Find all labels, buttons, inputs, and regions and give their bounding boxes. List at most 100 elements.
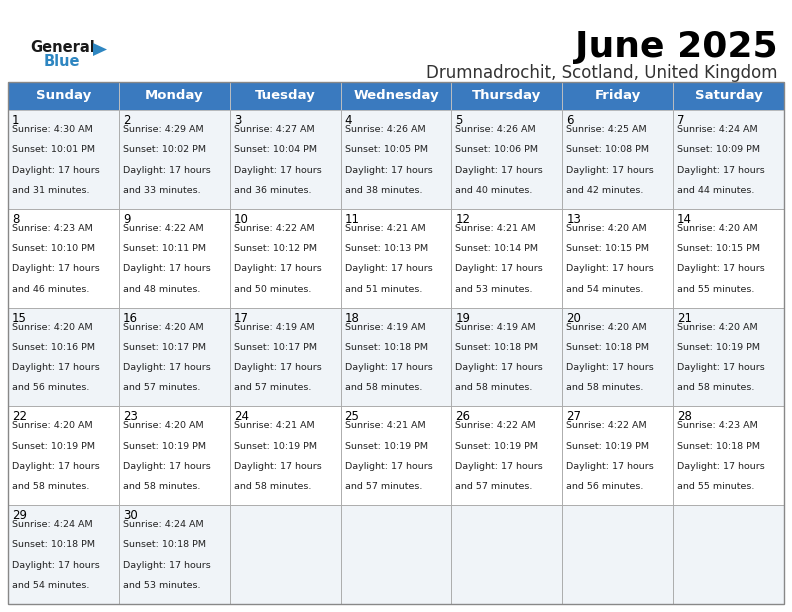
Text: 19: 19 — [455, 312, 470, 324]
Text: Sunset: 10:18 PM: Sunset: 10:18 PM — [566, 343, 649, 352]
Bar — [8, 406, 119, 505]
Text: 15: 15 — [12, 312, 27, 324]
Text: June 2025: June 2025 — [575, 30, 778, 64]
Text: Sunrise: 4:20 AM: Sunrise: 4:20 AM — [566, 323, 647, 332]
Text: Sunset: 10:19 PM: Sunset: 10:19 PM — [455, 442, 539, 450]
Text: 16: 16 — [123, 312, 138, 324]
Text: Daylight: 17 hours: Daylight: 17 hours — [12, 363, 100, 372]
Text: Sunrise: 4:29 AM: Sunrise: 4:29 AM — [123, 125, 204, 134]
Text: Sunrise: 4:22 AM: Sunrise: 4:22 AM — [234, 224, 314, 233]
Text: Sunrise: 4:30 AM: Sunrise: 4:30 AM — [12, 125, 93, 134]
Bar — [451, 308, 562, 406]
Text: Sunrise: 4:20 AM: Sunrise: 4:20 AM — [123, 323, 204, 332]
Text: Daylight: 17 hours: Daylight: 17 hours — [345, 462, 432, 471]
Text: and 36 minutes.: and 36 minutes. — [234, 186, 311, 195]
Text: Daylight: 17 hours: Daylight: 17 hours — [123, 363, 211, 372]
Text: 11: 11 — [345, 213, 360, 226]
Text: 5: 5 — [455, 114, 463, 127]
Text: Sunrise: 4:19 AM: Sunrise: 4:19 AM — [234, 323, 314, 332]
Bar — [8, 82, 784, 604]
Text: Daylight: 17 hours: Daylight: 17 hours — [123, 561, 211, 570]
Text: 29: 29 — [12, 509, 27, 522]
Text: Sunset: 10:18 PM: Sunset: 10:18 PM — [677, 442, 760, 450]
Bar — [562, 209, 673, 308]
Text: 6: 6 — [566, 114, 573, 127]
Text: Sunset: 10:15 PM: Sunset: 10:15 PM — [566, 244, 649, 253]
Text: Sunrise: 4:21 AM: Sunrise: 4:21 AM — [345, 422, 425, 430]
Text: Sunrise: 4:20 AM: Sunrise: 4:20 AM — [12, 422, 93, 430]
Text: Daylight: 17 hours: Daylight: 17 hours — [566, 462, 654, 471]
Bar — [8, 82, 119, 110]
Text: and 53 minutes.: and 53 minutes. — [123, 581, 200, 590]
Text: Sunrise: 4:22 AM: Sunrise: 4:22 AM — [455, 422, 536, 430]
Text: Daylight: 17 hours: Daylight: 17 hours — [455, 462, 543, 471]
Text: Sunset: 10:17 PM: Sunset: 10:17 PM — [123, 343, 206, 352]
Bar — [673, 308, 784, 406]
Text: Sunrise: 4:21 AM: Sunrise: 4:21 AM — [455, 224, 536, 233]
Text: 9: 9 — [123, 213, 131, 226]
Text: Sunset: 10:10 PM: Sunset: 10:10 PM — [12, 244, 95, 253]
Text: Sunrise: 4:24 AM: Sunrise: 4:24 AM — [12, 520, 93, 529]
Text: and 50 minutes.: and 50 minutes. — [234, 285, 311, 294]
Text: Sunset: 10:19 PM: Sunset: 10:19 PM — [345, 442, 428, 450]
Text: and 31 minutes.: and 31 minutes. — [12, 186, 89, 195]
Bar — [230, 406, 341, 505]
Text: and 57 minutes.: and 57 minutes. — [345, 482, 422, 491]
Text: Sunrise: 4:23 AM: Sunrise: 4:23 AM — [12, 224, 93, 233]
Text: 4: 4 — [345, 114, 352, 127]
Text: 26: 26 — [455, 411, 470, 424]
Text: Friday: Friday — [595, 89, 641, 102]
Text: Sunset: 10:18 PM: Sunset: 10:18 PM — [345, 343, 428, 352]
Text: Daylight: 17 hours: Daylight: 17 hours — [12, 462, 100, 471]
Text: Sunrise: 4:20 AM: Sunrise: 4:20 AM — [677, 323, 758, 332]
Text: and 54 minutes.: and 54 minutes. — [566, 285, 644, 294]
Text: Tuesday: Tuesday — [255, 89, 315, 102]
Text: 24: 24 — [234, 411, 249, 424]
Text: Sunrise: 4:19 AM: Sunrise: 4:19 AM — [455, 323, 536, 332]
Bar — [451, 406, 562, 505]
Text: Daylight: 17 hours: Daylight: 17 hours — [123, 462, 211, 471]
Bar — [119, 110, 230, 209]
Bar — [673, 110, 784, 209]
Text: 1: 1 — [12, 114, 20, 127]
Text: and 58 minutes.: and 58 minutes. — [566, 383, 644, 392]
Bar — [562, 110, 673, 209]
Text: Daylight: 17 hours: Daylight: 17 hours — [455, 363, 543, 372]
Text: Sunset: 10:19 PM: Sunset: 10:19 PM — [566, 442, 649, 450]
Bar — [119, 505, 230, 604]
Bar — [8, 505, 119, 604]
Text: 21: 21 — [677, 312, 692, 324]
Text: Daylight: 17 hours: Daylight: 17 hours — [566, 363, 654, 372]
Text: 7: 7 — [677, 114, 684, 127]
Text: Sunset: 10:11 PM: Sunset: 10:11 PM — [123, 244, 206, 253]
Text: and 44 minutes.: and 44 minutes. — [677, 186, 755, 195]
Text: 18: 18 — [345, 312, 360, 324]
Bar — [119, 406, 230, 505]
Bar — [341, 82, 451, 110]
Bar — [562, 308, 673, 406]
Text: Sunrise: 4:24 AM: Sunrise: 4:24 AM — [123, 520, 204, 529]
Text: and 55 minutes.: and 55 minutes. — [677, 482, 755, 491]
Text: and 57 minutes.: and 57 minutes. — [455, 482, 533, 491]
Text: 2: 2 — [123, 114, 131, 127]
Text: Sunrise: 4:22 AM: Sunrise: 4:22 AM — [566, 422, 647, 430]
Text: Sunrise: 4:25 AM: Sunrise: 4:25 AM — [566, 125, 647, 134]
Text: Sunset: 10:19 PM: Sunset: 10:19 PM — [123, 442, 206, 450]
Text: and 58 minutes.: and 58 minutes. — [455, 383, 533, 392]
Text: Daylight: 17 hours: Daylight: 17 hours — [234, 165, 322, 174]
Text: and 55 minutes.: and 55 minutes. — [677, 285, 755, 294]
Text: and 48 minutes.: and 48 minutes. — [123, 285, 200, 294]
Bar — [451, 82, 562, 110]
Bar — [230, 110, 341, 209]
Bar — [341, 505, 451, 604]
Text: Daylight: 17 hours: Daylight: 17 hours — [12, 264, 100, 274]
Text: and 57 minutes.: and 57 minutes. — [234, 383, 311, 392]
Text: Drumnadrochit, Scotland, United Kingdom: Drumnadrochit, Scotland, United Kingdom — [427, 64, 778, 82]
Text: and 51 minutes.: and 51 minutes. — [345, 285, 422, 294]
Text: Sunset: 10:14 PM: Sunset: 10:14 PM — [455, 244, 539, 253]
Text: Sunset: 10:01 PM: Sunset: 10:01 PM — [12, 145, 95, 154]
Text: Daylight: 17 hours: Daylight: 17 hours — [123, 165, 211, 174]
Text: Sunrise: 4:26 AM: Sunrise: 4:26 AM — [455, 125, 536, 134]
Text: Sunrise: 4:23 AM: Sunrise: 4:23 AM — [677, 422, 758, 430]
Text: Monday: Monday — [145, 89, 204, 102]
